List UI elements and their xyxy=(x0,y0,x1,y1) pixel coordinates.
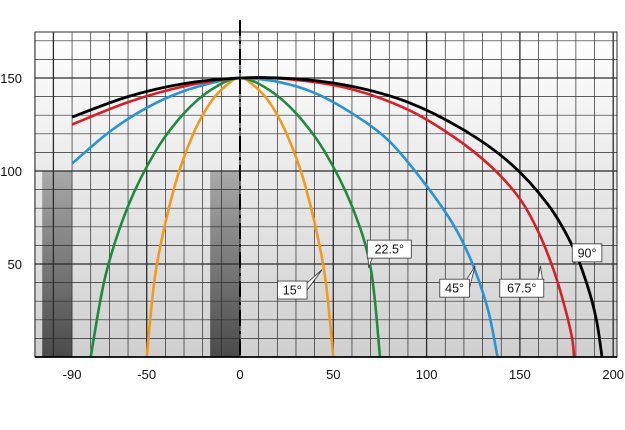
y-tick-label: 150 xyxy=(0,71,22,86)
callout-67.5°: 67.5° xyxy=(499,265,545,298)
callout-box xyxy=(277,280,308,300)
callout-90°: 90° xyxy=(571,243,603,266)
callout-22.5°: 22.5° xyxy=(366,239,412,268)
x-tick-label: 100 xyxy=(416,367,438,382)
callout-15°: 15° xyxy=(277,269,323,300)
series-callouts: 15° 22.5° 45° 67.5° 90° xyxy=(277,239,603,300)
callout-box xyxy=(571,243,603,263)
callout-box xyxy=(439,278,470,298)
x-tick-label: -50 xyxy=(137,367,156,382)
x-tick-label: 0 xyxy=(236,367,243,382)
callout-label: 15° xyxy=(283,284,302,298)
tick-labels: -90 -50 0 50 100 150 200 50 100 150 xyxy=(0,71,624,382)
callout-label: 67.5° xyxy=(507,282,536,296)
y-tick-label: 50 xyxy=(8,257,22,272)
series-line-90° xyxy=(71,76,604,358)
callout-45°: 45° xyxy=(439,265,476,298)
series-line-45° xyxy=(71,76,499,358)
y-tick-label: 100 xyxy=(0,164,22,179)
x-tick-label: 50 xyxy=(326,367,340,382)
x-tick-label: 150 xyxy=(509,367,531,382)
callout-label: 22.5° xyxy=(375,243,404,257)
axes xyxy=(35,20,617,358)
callout-box xyxy=(499,278,545,298)
x-tick-label: 200 xyxy=(602,367,624,382)
x-tick-label: -90 xyxy=(63,367,82,382)
callout-box xyxy=(366,239,412,259)
series-line-67.5° xyxy=(71,76,576,358)
callout-label: 45° xyxy=(445,282,464,296)
callout-label: 90° xyxy=(578,246,597,260)
